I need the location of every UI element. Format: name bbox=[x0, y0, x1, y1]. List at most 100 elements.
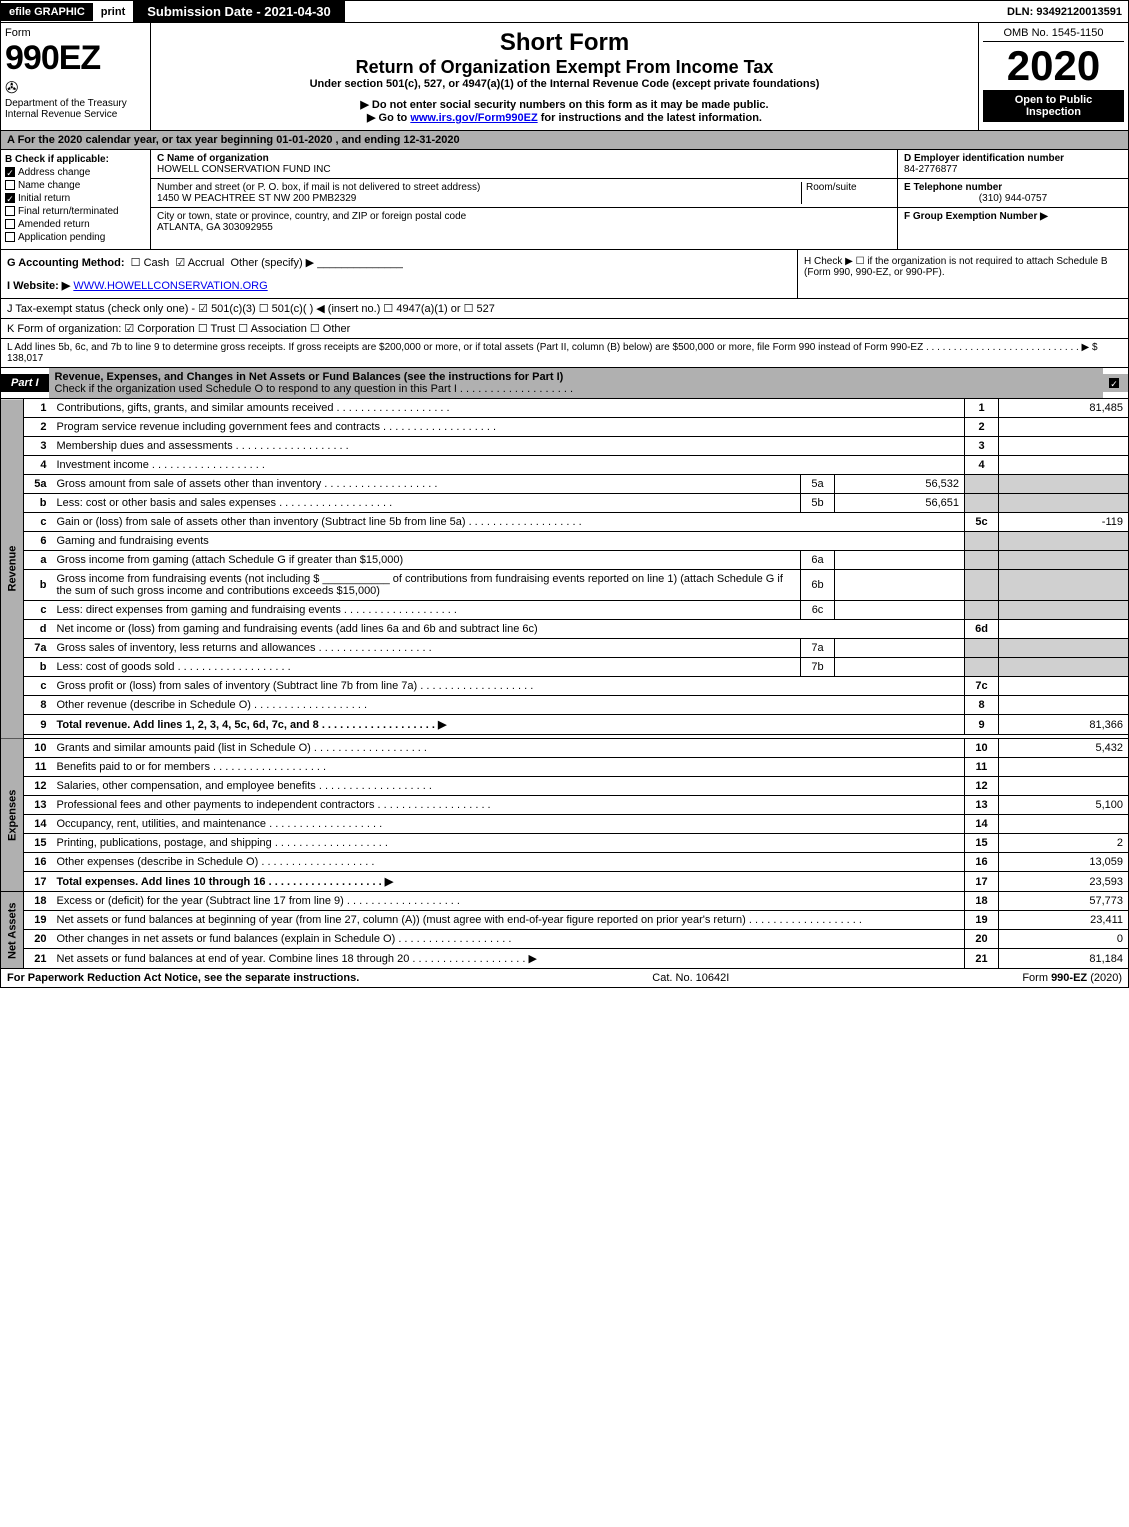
line-21-desc: Net assets or fund balances at end of ye… bbox=[52, 949, 965, 969]
section-c: C Name of organization HOWELL CONSERVATI… bbox=[151, 150, 898, 249]
line-20-num: 20 bbox=[24, 930, 52, 949]
line-3-num: 3 bbox=[24, 437, 52, 456]
line-5b-mini: 5b bbox=[801, 494, 835, 513]
line-12-num: 12 bbox=[24, 777, 52, 796]
form-header: Form 990EZ ✇ Department of the Treasury … bbox=[0, 23, 1129, 131]
line-6b-num: b bbox=[24, 570, 52, 601]
line-14-num: 14 bbox=[24, 815, 52, 834]
website-link[interactable]: WWW.HOWELLCONSERVATION.ORG bbox=[73, 280, 267, 292]
line-15-ref: 15 bbox=[965, 834, 999, 853]
line-6b-desc: Gross income from fundraising events (no… bbox=[52, 570, 801, 601]
line-21-val: 81,184 bbox=[999, 949, 1129, 969]
line-7c-ref: 7c bbox=[965, 677, 999, 696]
print-button[interactable]: print bbox=[93, 3, 133, 21]
line-6d-ref: 6d bbox=[965, 620, 999, 639]
tax-year: 2020 bbox=[983, 42, 1124, 90]
page-footer: For Paperwork Reduction Act Notice, see … bbox=[0, 969, 1129, 988]
line-15-val: 2 bbox=[999, 834, 1129, 853]
line-5a-num: 5a bbox=[24, 475, 52, 494]
section-b: B Check if applicable: ✓Address change N… bbox=[1, 150, 151, 249]
ssn-note: ▶ Do not enter social security numbers o… bbox=[157, 98, 972, 111]
irs-link[interactable]: www.irs.gov/Form990EZ bbox=[410, 112, 537, 124]
line-5c-ref: 5c bbox=[965, 513, 999, 532]
line-18-num: 18 bbox=[24, 892, 52, 911]
line-5a-mini: 5a bbox=[801, 475, 835, 494]
irs-label: Internal Revenue Service bbox=[5, 109, 146, 120]
line-5a-mv: 56,532 bbox=[835, 475, 965, 494]
part-i-label: Part I bbox=[1, 374, 49, 392]
line-21-ref: 21 bbox=[965, 949, 999, 969]
line-16-desc: Other expenses (describe in Schedule O) bbox=[52, 853, 965, 872]
check-name-change[interactable]: Name change bbox=[5, 180, 146, 191]
period-row: A For the 2020 calendar year, or tax yea… bbox=[0, 131, 1129, 150]
check-address-change[interactable]: ✓Address change bbox=[5, 167, 146, 178]
tax-exempt-status: J Tax-exempt status (check only one) - ☑… bbox=[0, 299, 1129, 319]
ein-label: D Employer identification number bbox=[904, 153, 1122, 164]
part-i-header: Part I Revenue, Expenses, and Changes in… bbox=[0, 368, 1129, 399]
section-note: Under section 501(c), 527, or 4947(a)(1)… bbox=[157, 78, 972, 90]
accounting-method: G Accounting Method: ☐ Cash ☑ Accrual Ot… bbox=[7, 256, 791, 269]
line-1-ref: 1 bbox=[965, 399, 999, 418]
line-7b-num: b bbox=[24, 658, 52, 677]
part-i-table: Revenue 1 Contributions, gifts, grants, … bbox=[0, 399, 1129, 969]
form-word: Form bbox=[5, 27, 146, 39]
city-label: City or town, state or province, country… bbox=[157, 211, 891, 222]
footer-left: For Paperwork Reduction Act Notice, see … bbox=[7, 972, 359, 984]
street-value: 1450 W PEACHTREE ST NW 200 PMB2329 bbox=[157, 193, 801, 204]
room-suite-label: Room/suite bbox=[801, 182, 891, 204]
part-i-title: Revenue, Expenses, and Changes in Net As… bbox=[55, 371, 564, 383]
line-3-desc: Membership dues and assessments bbox=[52, 437, 965, 456]
phone-value: (310) 944-0757 bbox=[904, 193, 1122, 204]
gh-row: G Accounting Method: ☐ Cash ☑ Accrual Ot… bbox=[0, 250, 1129, 299]
line-5a-desc: Gross amount from sale of assets other t… bbox=[52, 475, 801, 494]
section-h: H Check ▶ ☐ if the organization is not r… bbox=[798, 250, 1128, 298]
line-10-desc: Grants and similar amounts paid (list in… bbox=[52, 739, 965, 758]
line-6c-num: c bbox=[24, 601, 52, 620]
line-2-desc: Program service revenue including govern… bbox=[52, 418, 965, 437]
line-6d-num: d bbox=[24, 620, 52, 639]
group-exemption-label: F Group Exemption Number ▶ bbox=[904, 211, 1122, 222]
line-17-num: 17 bbox=[24, 872, 52, 892]
line-10-ref: 10 bbox=[965, 739, 999, 758]
line-5a-shade2 bbox=[999, 475, 1129, 494]
line-8-desc: Other revenue (describe in Schedule O) bbox=[52, 696, 965, 715]
line-14-ref: 14 bbox=[965, 815, 999, 834]
efile-label: efile GRAPHIC bbox=[1, 3, 93, 21]
line-2-ref: 2 bbox=[965, 418, 999, 437]
line-5c-desc: Gain or (loss) from sale of assets other… bbox=[52, 513, 965, 532]
line-4-ref: 4 bbox=[965, 456, 999, 475]
line-1-val: 81,485 bbox=[999, 399, 1129, 418]
line-7c-val bbox=[999, 677, 1129, 696]
schedule-o-checkbox[interactable]: ✓ bbox=[1109, 378, 1119, 388]
website-row: I Website: ▶ WWW.HOWELLCONSERVATION.ORG bbox=[7, 279, 791, 292]
line-6-desc: Gaming and fundraising events bbox=[52, 532, 965, 551]
line-17-val: 23,593 bbox=[999, 872, 1129, 892]
line-13-num: 13 bbox=[24, 796, 52, 815]
omb-number: OMB No. 1545-1150 bbox=[983, 27, 1124, 42]
line-5b-mv: 56,651 bbox=[835, 494, 965, 513]
line-19-num: 19 bbox=[24, 911, 52, 930]
submission-date: Submission Date - 2021-04-30 bbox=[133, 1, 345, 22]
line-7b-mini: 7b bbox=[801, 658, 835, 677]
line-17-desc: Total expenses. Add lines 10 through 16 … bbox=[52, 872, 965, 892]
line-16-num: 16 bbox=[24, 853, 52, 872]
org-name-label: C Name of organization bbox=[157, 153, 891, 164]
check-amended-return[interactable]: Amended return bbox=[5, 219, 146, 230]
title-short-form: Short Form bbox=[157, 29, 972, 57]
line-21-num: 21 bbox=[24, 949, 52, 969]
line-8-val bbox=[999, 696, 1129, 715]
check-initial-return[interactable]: ✓Initial return bbox=[5, 193, 146, 204]
line-1-num: 1 bbox=[24, 399, 52, 418]
check-final-return[interactable]: Final return/terminated bbox=[5, 206, 146, 217]
line-5c-num: c bbox=[24, 513, 52, 532]
check-application-pending[interactable]: Application pending bbox=[5, 232, 146, 243]
info-block: B Check if applicable: ✓Address change N… bbox=[0, 150, 1129, 250]
line-11-ref: 11 bbox=[965, 758, 999, 777]
footer-right: Form 990-EZ (2020) bbox=[1022, 972, 1122, 984]
line-11-num: 11 bbox=[24, 758, 52, 777]
line-5b-num: b bbox=[24, 494, 52, 513]
line-14-val bbox=[999, 815, 1129, 834]
line-8-ref: 8 bbox=[965, 696, 999, 715]
gross-receipts-row: L Add lines 5b, 6c, and 7b to line 9 to … bbox=[0, 339, 1129, 368]
top-bar: efile GRAPHIC print Submission Date - 20… bbox=[0, 0, 1129, 23]
